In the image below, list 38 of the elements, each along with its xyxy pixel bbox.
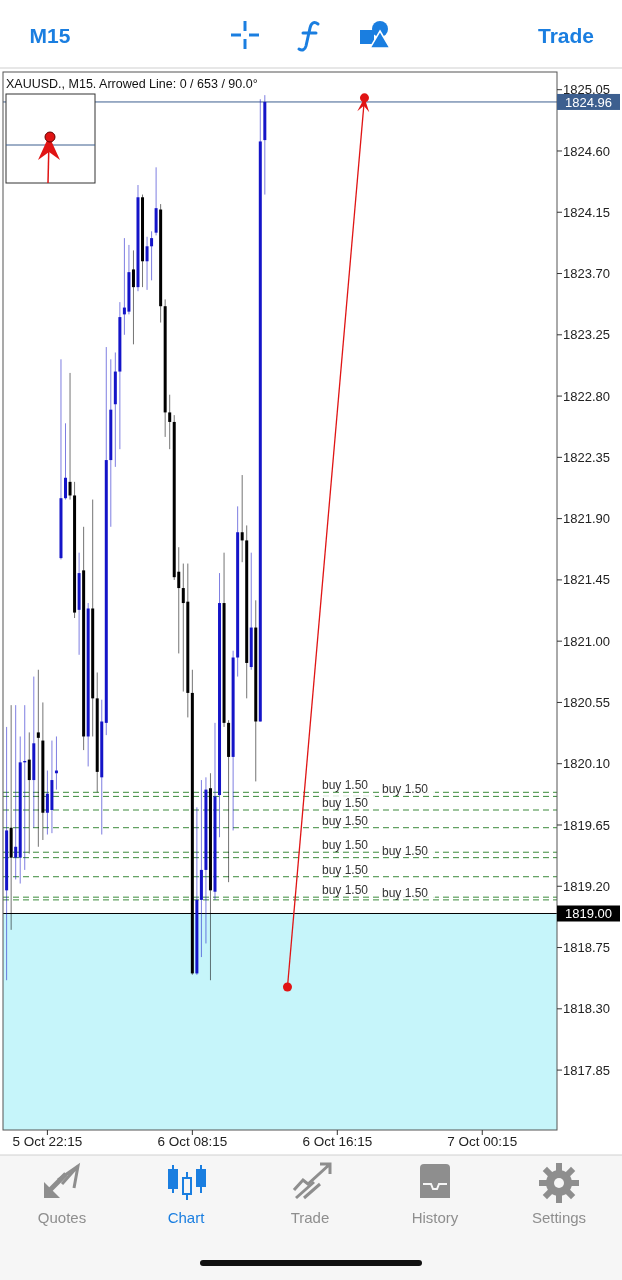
y-tick-label: 1817.85 <box>563 1062 610 1078</box>
y-tick-label: 1823.25 <box>563 327 610 343</box>
ref-line-label: buy 1.50 <box>322 796 369 811</box>
y-tick-label: 1821.90 <box>563 511 610 527</box>
y-tick-label: 1819.20 <box>563 878 610 894</box>
text: Trade <box>537 24 595 47</box>
y-tick-label: 1822.35 <box>563 449 610 465</box>
ref-line-label: buy 1.50 <box>322 862 369 877</box>
y-tick-label: 1818.30 <box>563 1001 610 1017</box>
x-tick-label: 7 Oct 00:15 <box>447 1134 518 1149</box>
ref-line-label: buy 1.50 <box>322 813 369 828</box>
y-tick-label: 1822.80 <box>563 388 610 404</box>
ref-line-label: buy 1.50 <box>382 782 429 797</box>
y-tick-label: 1821.00 <box>563 633 610 649</box>
y-tick-label: 1820.55 <box>563 694 610 710</box>
text: M15 <box>29 24 71 47</box>
y-tick-label: 1820.10 <box>563 756 610 772</box>
text: History <box>411 1209 459 1226</box>
y-tick-label: 1824.15 <box>563 204 610 220</box>
ref-line-label: buy 1.50 <box>382 843 429 858</box>
y-tick-label: 1819.65 <box>563 817 610 833</box>
ref-line-label: buy 1.50 <box>322 883 369 898</box>
y-tick-label: 1818.75 <box>563 940 610 956</box>
y-tick-label: 1823.70 <box>563 266 610 282</box>
ref-line-label: 1819.00 <box>565 906 612 922</box>
y-tick-label: 1821.45 <box>563 572 610 588</box>
ref-line-label: buy 1.50 <box>382 885 429 900</box>
ref-line-label: buy 1.50 <box>322 838 369 853</box>
y-tick-label: 1824.60 <box>563 143 610 159</box>
text: Trade <box>290 1209 330 1226</box>
text: Chart <box>167 1209 206 1226</box>
text: Quotes <box>37 1209 87 1226</box>
x-tick-label: 6 Oct 16:15 <box>302 1134 373 1149</box>
x-tick-label: 6 Oct 08:15 <box>157 1134 228 1149</box>
x-tick-label: 5 Oct 22:15 <box>12 1134 83 1149</box>
ref-line-label: buy 1.50 <box>322 778 369 793</box>
text: Settings <box>531 1209 587 1226</box>
chart-title: XAUUSD., M15. Arrowed Line: 0 / 653 / 90.0° <box>6 77 258 91</box>
